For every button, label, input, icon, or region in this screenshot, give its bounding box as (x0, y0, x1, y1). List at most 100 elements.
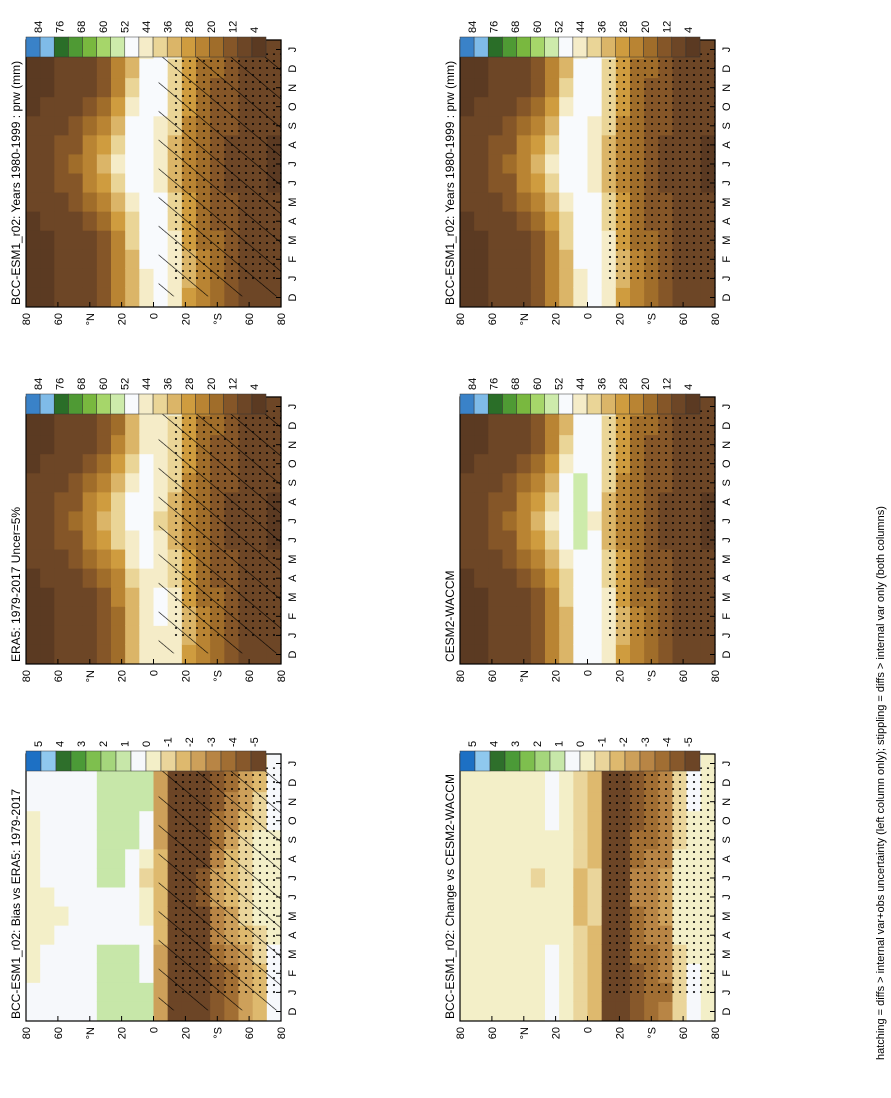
heatmap-cell (111, 172, 126, 193)
heatmap-cell (545, 587, 560, 607)
heatmap-cell (516, 772, 532, 793)
heatmap-cell (545, 230, 560, 250)
x-tick-label: A (721, 498, 733, 506)
y-tick-label: °N (85, 313, 97, 325)
colorbar-label: 36 (163, 21, 175, 33)
heatmap-cell (96, 153, 112, 174)
colorbar-swatch (534, 750, 551, 772)
heatmap-cell (54, 230, 70, 250)
colorbar-swatch (251, 393, 267, 415)
heatmap-cell (82, 510, 98, 531)
heatmap-cell (54, 172, 70, 193)
colorbar-label: 52 (119, 378, 131, 390)
heatmap-cell (82, 944, 98, 964)
heatmap-cell (40, 867, 55, 888)
heatmap-cell (139, 134, 155, 155)
heatmap-cell (559, 905, 574, 926)
heatmap-cell (96, 249, 112, 269)
heatmap-cell (139, 568, 155, 588)
y-tick-label: °N (519, 1027, 531, 1039)
heatmap-cell (559, 772, 574, 793)
heatmap-cell (530, 625, 546, 645)
heatmap-cell (40, 415, 55, 436)
heatmap-cell (125, 134, 140, 155)
heatmap-cell (125, 867, 140, 888)
heatmap-cell (460, 644, 475, 664)
heatmap-cell (559, 1001, 574, 1021)
colorbar-swatch (96, 393, 111, 415)
colorbar-swatch (572, 36, 588, 58)
heatmap-cell (516, 491, 532, 512)
heatmap-cell (488, 848, 504, 869)
x-tick-label: M (287, 912, 299, 921)
heatmap-cell (559, 453, 574, 474)
heatmap-cell (111, 1001, 126, 1021)
heatmap-cell (40, 848, 55, 869)
heatmap-cell (26, 529, 41, 550)
y-tick-label: 20 (614, 313, 626, 325)
heatmap-cell (516, 791, 532, 812)
colorbar-swatch (166, 393, 182, 415)
heatmap-cell (111, 58, 126, 79)
heatmap-cell (516, 944, 532, 964)
heatmap-cell (68, 925, 84, 945)
heatmap-cell (68, 644, 84, 664)
heatmap-cell (488, 944, 504, 964)
y-tick-label: 20 (180, 1027, 192, 1039)
heatmap-cell (40, 472, 55, 493)
colorbar-swatch (181, 36, 196, 58)
y-tick-label: 60 (487, 1027, 499, 1039)
heatmap-cell (26, 963, 41, 983)
heatmap-cell (573, 134, 589, 155)
hatching-overlay (158, 759, 282, 1011)
heatmap-cell (474, 905, 489, 926)
heatmap-cell (26, 491, 41, 512)
heatmap-cell (139, 791, 155, 812)
x-tick-label: S (721, 479, 733, 486)
x-tick-label: O (721, 816, 733, 825)
heatmap-cell (545, 510, 560, 531)
heatmap-cell (54, 249, 70, 269)
heatmap-cell (474, 867, 489, 888)
heatmap-cell (545, 115, 560, 136)
heatmap-cell (530, 791, 546, 812)
y-tick-label: 80 (276, 313, 288, 325)
heatmap-cell (545, 848, 560, 869)
heatmap-cell (559, 491, 574, 512)
heatmap-cell (125, 606, 140, 626)
heatmap-cell (68, 96, 84, 117)
heatmap-cell (474, 96, 489, 117)
colorbar-swatch (138, 393, 154, 415)
colorbar-swatch (223, 36, 238, 58)
heatmap-cell (54, 568, 70, 588)
heatmap-cell (559, 58, 574, 79)
colorbar-label: 60 (532, 378, 544, 390)
heatmap-cell (96, 115, 112, 136)
heatmap-cell (530, 211, 546, 231)
heatmap-cell (139, 172, 155, 193)
heatmap-cell (139, 287, 155, 307)
heatmap-cell (111, 415, 126, 436)
heatmap-cell (139, 58, 155, 79)
x-tick-label: O (287, 816, 299, 825)
x-tick-label: D (721, 422, 733, 430)
panel-title: BCC-ESM1_r02: Years 1980-1999 : prw (mm) (9, 61, 23, 305)
heatmap-cell (573, 568, 589, 588)
heatmap-cell (139, 963, 155, 983)
colorbar-label: 44 (141, 21, 153, 33)
heatmap-cell (587, 886, 603, 907)
heatmap-cell (96, 453, 112, 474)
heatmap-cell (530, 886, 546, 907)
heatmap-cell (587, 287, 603, 307)
y-tick-label: 60 (487, 313, 499, 325)
colorbar-swatch (459, 393, 475, 415)
heatmap-cell (474, 134, 489, 155)
heatmap-cell (40, 644, 55, 664)
heatmap-cell (559, 434, 574, 455)
heatmap-cell (54, 58, 70, 79)
colorbar-label: 52 (553, 378, 565, 390)
heatmap-cell (82, 134, 98, 155)
x-tick-label: A (721, 574, 733, 582)
colorbar-label: 12 (661, 21, 673, 33)
heatmap-cell (54, 134, 70, 155)
